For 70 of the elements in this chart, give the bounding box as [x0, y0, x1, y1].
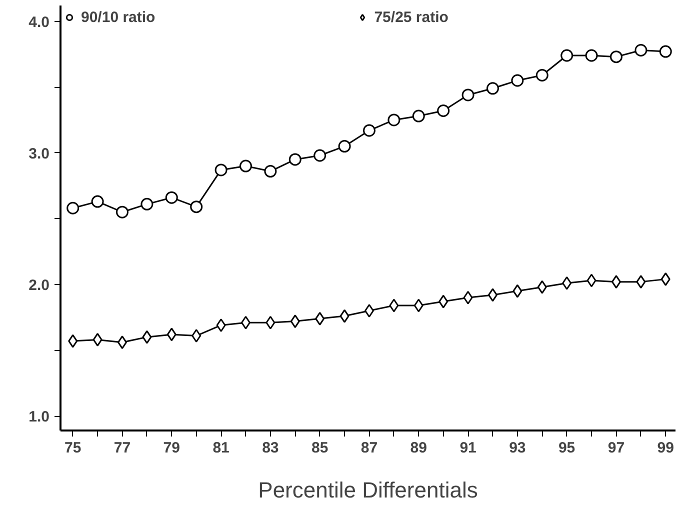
point: [192, 329, 202, 343]
point: [315, 312, 325, 326]
point: [388, 114, 400, 126]
legend-label: 90/10 ratio: [81, 8, 156, 26]
point: [512, 284, 522, 298]
point: [340, 309, 350, 323]
point: [412, 110, 425, 122]
point: [190, 200, 203, 214]
x-tick-label: 93: [509, 440, 526, 456]
x-tick-label: 75: [64, 440, 82, 456]
y-tick-label: 3.0: [28, 145, 50, 162]
y-tick-label: 4.0: [28, 14, 50, 31]
x-tick-label: 89: [410, 440, 427, 456]
point: [486, 82, 499, 95]
x-axis-title: Percentile Differentials: [258, 478, 478, 502]
point: [611, 275, 621, 289]
point: [560, 49, 574, 62]
point: [91, 195, 104, 208]
x-tick-label: 77: [114, 440, 131, 456]
point: [166, 328, 176, 342]
point: [66, 202, 80, 214]
point: [264, 165, 277, 178]
point: [116, 206, 128, 218]
point: [659, 45, 672, 58]
point: [511, 74, 524, 87]
point: [214, 164, 228, 176]
x-tick-label: 97: [608, 440, 625, 456]
point: [660, 272, 670, 286]
x-tick-label: 91: [460, 440, 476, 456]
point: [463, 290, 473, 304]
x-tick-label: 79: [163, 440, 180, 456]
point: [362, 124, 376, 137]
point: [290, 314, 300, 328]
point: [68, 334, 78, 348]
point: [488, 288, 498, 302]
point: [140, 198, 154, 210]
point: [288, 153, 302, 166]
point: [414, 298, 424, 312]
legend-label: 75/25 ratio: [374, 8, 448, 26]
point: [266, 316, 276, 330]
x-tick-label: 99: [657, 440, 674, 456]
point: [314, 149, 326, 162]
point: [338, 140, 351, 153]
x-tick-label: 85: [311, 440, 328, 456]
point: [117, 336, 127, 350]
point: [165, 191, 178, 204]
point: [389, 298, 399, 312]
y-tick-label: 1.0: [28, 408, 50, 426]
x-tick-label: 83: [262, 440, 279, 456]
point: [562, 276, 572, 290]
point: [536, 69, 548, 82]
x-tick-label: 95: [558, 440, 576, 456]
point: [610, 50, 622, 64]
point: [585, 49, 598, 62]
point: [636, 275, 646, 289]
point: [537, 280, 547, 294]
point: [239, 160, 252, 172]
point: [586, 274, 596, 288]
point: [364, 304, 374, 318]
x-tick-label: 87: [360, 440, 378, 456]
point: [216, 318, 226, 332]
x-tick-label: 81: [212, 440, 230, 456]
point: [437, 104, 450, 117]
point: [240, 316, 250, 330]
point: [142, 330, 152, 344]
point: [634, 44, 648, 56]
y-tick-label: 2.0: [28, 276, 50, 294]
point: [462, 88, 474, 102]
point: [438, 294, 448, 308]
point: [92, 332, 102, 346]
